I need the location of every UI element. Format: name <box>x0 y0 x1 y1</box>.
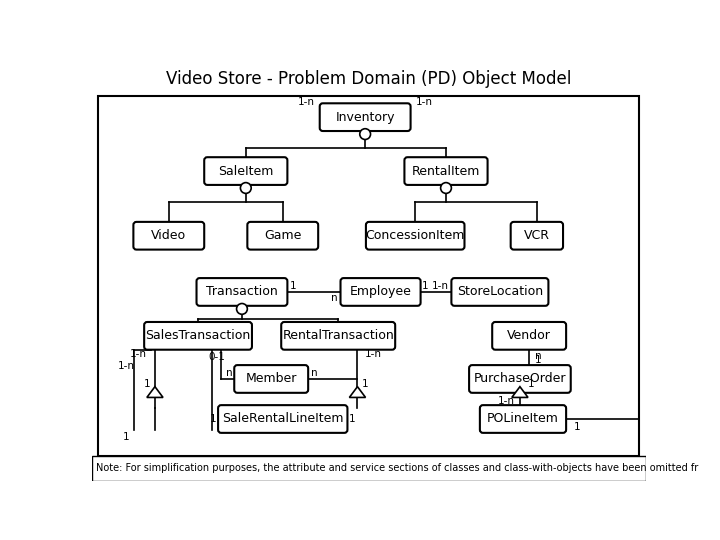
Text: SaleItem: SaleItem <box>218 165 274 178</box>
Circle shape <box>240 183 251 193</box>
Text: 1: 1 <box>574 422 580 431</box>
Text: Employee: Employee <box>350 286 412 299</box>
FancyBboxPatch shape <box>282 322 395 350</box>
Text: ConcessionItem: ConcessionItem <box>366 230 465 242</box>
Circle shape <box>360 129 371 139</box>
Text: StoreLocation: StoreLocation <box>456 286 543 299</box>
Text: 1-n: 1-n <box>432 281 449 291</box>
Text: Video Store - Problem Domain (PD) Object Model: Video Store - Problem Domain (PD) Object… <box>166 70 572 87</box>
FancyBboxPatch shape <box>144 322 252 350</box>
FancyBboxPatch shape <box>320 103 410 131</box>
Text: n: n <box>535 351 541 361</box>
Text: 1-n: 1-n <box>130 349 146 359</box>
Text: Member: Member <box>246 373 297 386</box>
Text: n: n <box>311 368 318 378</box>
FancyBboxPatch shape <box>469 365 571 393</box>
Text: n: n <box>331 293 338 303</box>
Polygon shape <box>349 387 366 397</box>
Circle shape <box>441 183 451 193</box>
Text: Inventory: Inventory <box>336 111 395 124</box>
Text: VCR: VCR <box>524 230 550 242</box>
Text: Note: For simplification purposes, the attribute and service sections of classes: Note: For simplification purposes, the a… <box>96 463 698 473</box>
Text: 1: 1 <box>422 281 428 291</box>
FancyBboxPatch shape <box>218 405 348 433</box>
Text: 1: 1 <box>144 379 150 389</box>
FancyBboxPatch shape <box>405 157 487 185</box>
Text: RentalItem: RentalItem <box>412 165 480 178</box>
Text: 1-n: 1-n <box>498 395 515 406</box>
Text: Video: Video <box>151 230 186 242</box>
Text: 1: 1 <box>123 433 130 442</box>
Polygon shape <box>512 387 528 397</box>
Text: 1-n: 1-n <box>364 349 382 359</box>
Text: 1: 1 <box>527 379 534 389</box>
Text: PurchaseOrder: PurchaseOrder <box>474 373 566 386</box>
Text: 0-1: 0-1 <box>208 353 225 362</box>
FancyBboxPatch shape <box>451 278 549 306</box>
Text: 1: 1 <box>535 355 541 366</box>
FancyBboxPatch shape <box>248 222 318 249</box>
Text: RentalTransaction: RentalTransaction <box>282 329 394 342</box>
Text: POLineItem: POLineItem <box>487 413 559 426</box>
Text: 1: 1 <box>348 414 356 424</box>
FancyBboxPatch shape <box>366 222 464 249</box>
Text: SaleRentalLineItem: SaleRentalLineItem <box>222 413 343 426</box>
FancyBboxPatch shape <box>234 365 308 393</box>
Text: Game: Game <box>264 230 302 242</box>
Text: 1: 1 <box>290 281 297 291</box>
Text: Vendor: Vendor <box>507 329 551 342</box>
FancyBboxPatch shape <box>197 278 287 306</box>
FancyBboxPatch shape <box>204 157 287 185</box>
FancyBboxPatch shape <box>492 322 566 350</box>
Bar <box>98 96 639 456</box>
Text: n: n <box>226 368 233 378</box>
FancyBboxPatch shape <box>341 278 420 306</box>
Text: 1: 1 <box>210 414 217 424</box>
Text: SalesTransaction: SalesTransaction <box>145 329 251 342</box>
Text: 1-n: 1-n <box>297 97 315 107</box>
Text: 1: 1 <box>362 379 369 389</box>
Bar <box>92 456 647 481</box>
FancyBboxPatch shape <box>510 222 563 249</box>
Circle shape <box>237 303 248 314</box>
Polygon shape <box>147 387 163 397</box>
FancyBboxPatch shape <box>133 222 204 249</box>
Text: 1-n: 1-n <box>416 97 433 107</box>
Text: Transaction: Transaction <box>206 286 278 299</box>
FancyBboxPatch shape <box>480 405 566 433</box>
Text: 1-n: 1-n <box>118 361 135 371</box>
